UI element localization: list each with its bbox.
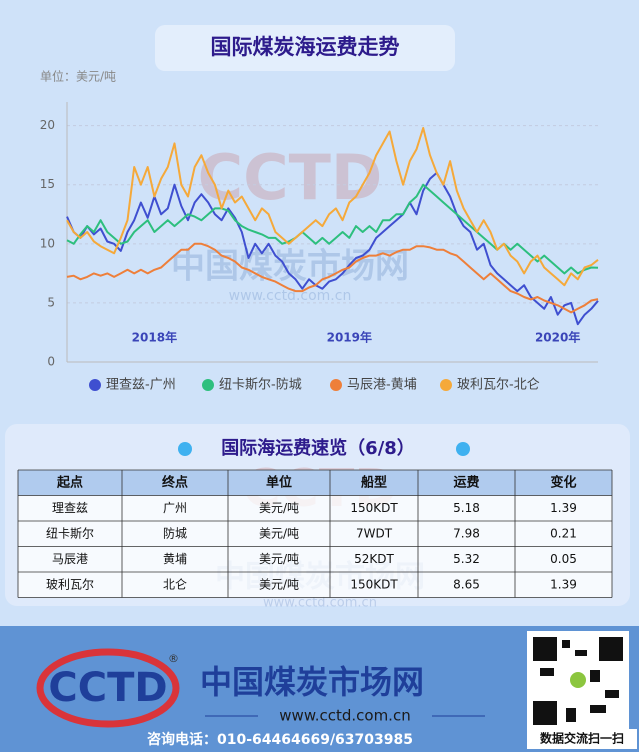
qr-block (590, 705, 606, 713)
table-cell: 北仑 (163, 577, 187, 591)
qr-block (575, 650, 587, 656)
qr-block (590, 670, 600, 682)
table-cell: 0.05 (550, 552, 577, 566)
watermark-name: 中国煤炭市场网 (171, 247, 409, 287)
table-cell: 广州 (163, 501, 187, 515)
table-cell: 美元/吨 (259, 552, 299, 566)
table-cell: 0.21 (550, 526, 577, 540)
legend: 理查兹-广州 纽卡斯尔-防城 马辰港-黄埔 玻利瓦尔-北仑 (89, 377, 540, 393)
table-header-cell: 终点 (162, 474, 188, 490)
legend-label: 纽卡斯尔-防城 (219, 377, 302, 393)
table-cell: 7WDT (356, 526, 393, 540)
table-cell: 黄埔 (163, 552, 187, 566)
y-tick-label: 10 (40, 236, 55, 250)
series-line (66, 183, 599, 275)
table-cell: 美元/吨 (259, 577, 299, 591)
qr-block (562, 640, 570, 648)
table: 起点 终点 单位 船型 运费 变化理查兹 广州 美元/吨 150KDT 5.18 1.39纽卡斯尔防… (17, 469, 613, 598)
table-cell: 防城 (163, 525, 187, 540)
bullet (456, 442, 470, 456)
footer-name: 中国煤炭市场网 (200, 663, 424, 701)
table-cell: 150KDT (350, 501, 398, 515)
legend-label: 理查兹-广州 (106, 378, 176, 393)
chart-watermark: CCTD 中国煤炭市场网 www.cctd.com.cn (171, 141, 409, 304)
table-cell: 理查兹 (52, 501, 88, 515)
table-cell: 52KDT (354, 552, 394, 566)
watermark-url: www.cctd.com.cn (263, 596, 377, 611)
table-header-cell: 船型 (361, 474, 387, 490)
qr-pattern (533, 637, 623, 725)
series-line (66, 127, 599, 287)
series-line (66, 242, 599, 314)
table-cell: 150KDT (350, 577, 398, 591)
title-pill (155, 25, 455, 71)
footer-registered: ® (168, 652, 179, 665)
y-tick-label: 20 (40, 118, 55, 132)
table-header-cell: 变化 (550, 474, 576, 490)
legend-swatch (89, 379, 101, 391)
table-header-cell: 单位 (266, 474, 292, 490)
legend-swatch (202, 379, 214, 391)
y-tick-label: 15 (40, 177, 55, 191)
qr-finder (533, 701, 557, 725)
table-header-cell: 运费 (453, 474, 479, 490)
legend-swatch (440, 379, 452, 391)
qr-finder (533, 637, 557, 661)
table-cell: 1.39 (550, 501, 577, 515)
y-axis-label: 单位：美元/吨 (40, 69, 116, 84)
table-title: 国际海运费速览（6/8） (221, 437, 415, 459)
qr-block (566, 708, 576, 722)
x-tick-label: 2020年 (535, 330, 580, 345)
qr-caption: 数据交流扫一扫 (540, 731, 624, 746)
qr-icon (570, 672, 586, 688)
x-tick-label: 2019年 (327, 330, 372, 345)
watermark-url: www.cctd.com.cn (229, 288, 352, 304)
logo-ring (36, 648, 180, 728)
table-cell: 玻利瓦尔 (46, 576, 94, 591)
table-cell: 纽卡斯尔 (46, 525, 94, 540)
footer-logo: CCTD (48, 665, 167, 711)
table-cell: 7.98 (453, 526, 480, 540)
table-cell: 8.65 (453, 577, 480, 591)
table-cell: 5.18 (453, 501, 480, 515)
legend-swatch (330, 379, 342, 391)
table-cell: 5.32 (453, 552, 480, 566)
y-tick-label: 5 (47, 295, 55, 309)
y-tick-label: 0 (47, 355, 55, 369)
legend-label: 马辰港-黄埔 (347, 378, 417, 393)
footer-phone: 咨询电话：010-64464669/63703985 (147, 731, 413, 748)
chart-title: 国际煤炭海运费走势 (211, 35, 400, 59)
legend-label: 玻利瓦尔-北仑 (457, 378, 540, 393)
table-cell: 马辰港 (52, 552, 88, 566)
series-line (66, 171, 599, 326)
x-tick-label: 2018年 (132, 330, 177, 345)
table-header-cell: 起点 (56, 474, 83, 490)
qr-block (605, 690, 619, 698)
footer-url: www.cctd.com.cn (279, 707, 410, 725)
qr-block (540, 668, 554, 676)
bullet (178, 442, 192, 456)
table-header-bg (18, 470, 612, 496)
plot: 0 5 10 15 20 2018年 2019年 2020年 (40, 102, 599, 369)
qr-finder (599, 637, 623, 661)
table-cell: 美元/吨 (259, 501, 299, 515)
watermark-logo: CCTD (198, 141, 383, 214)
qr-caption-bg (527, 729, 637, 749)
table-cell: 1.39 (550, 577, 577, 591)
table-cell: 美元/吨 (259, 526, 299, 540)
